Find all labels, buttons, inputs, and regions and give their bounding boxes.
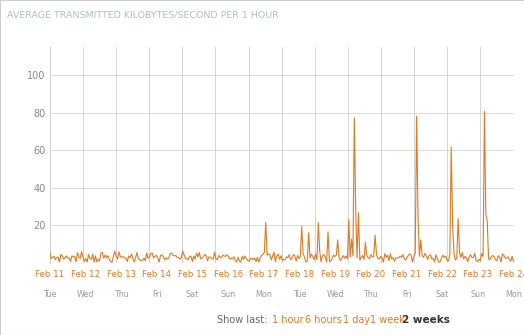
Text: Feb 21: Feb 21: [392, 270, 421, 279]
Text: 1 week: 1 week: [370, 315, 405, 325]
Text: Feb 24: Feb 24: [499, 270, 524, 279]
Text: Sat: Sat: [435, 290, 449, 299]
Text: Thu: Thu: [364, 290, 378, 299]
Text: 6 hours: 6 hours: [305, 315, 342, 325]
Text: Fri: Fri: [402, 290, 411, 299]
Text: Sat: Sat: [186, 290, 199, 299]
Text: 1 hour: 1 hour: [272, 315, 304, 325]
Text: Feb 15: Feb 15: [178, 270, 207, 279]
Text: Feb 23: Feb 23: [463, 270, 493, 279]
Text: Mon: Mon: [255, 290, 272, 299]
Text: Feb 20: Feb 20: [356, 270, 385, 279]
Text: AVERAGE TRANSMITTED KILOBYTES/SECOND PER 1 HOUR: AVERAGE TRANSMITTED KILOBYTES/SECOND PER…: [7, 10, 279, 19]
Text: Tue: Tue: [293, 290, 306, 299]
Text: Show last:: Show last:: [217, 315, 267, 325]
Text: Mon: Mon: [505, 290, 522, 299]
Text: Fri: Fri: [152, 290, 161, 299]
Text: Feb 22: Feb 22: [428, 270, 457, 279]
Text: Sun: Sun: [470, 290, 485, 299]
Text: Feb 17: Feb 17: [249, 270, 278, 279]
Text: Feb 11: Feb 11: [35, 270, 64, 279]
Text: 1 day: 1 day: [343, 315, 370, 325]
Text: Wed: Wed: [326, 290, 344, 299]
Text: Feb 18: Feb 18: [285, 270, 314, 279]
Text: Thu: Thu: [114, 290, 128, 299]
Text: Feb 13: Feb 13: [106, 270, 136, 279]
Text: Feb 14: Feb 14: [142, 270, 171, 279]
Text: Tue: Tue: [43, 290, 57, 299]
Text: Feb 19: Feb 19: [321, 270, 350, 279]
Text: Feb 12: Feb 12: [71, 270, 100, 279]
Text: Feb 16: Feb 16: [214, 270, 243, 279]
Text: 2 weeks: 2 weeks: [402, 315, 450, 325]
Text: Wed: Wed: [77, 290, 94, 299]
Text: Sun: Sun: [221, 290, 236, 299]
